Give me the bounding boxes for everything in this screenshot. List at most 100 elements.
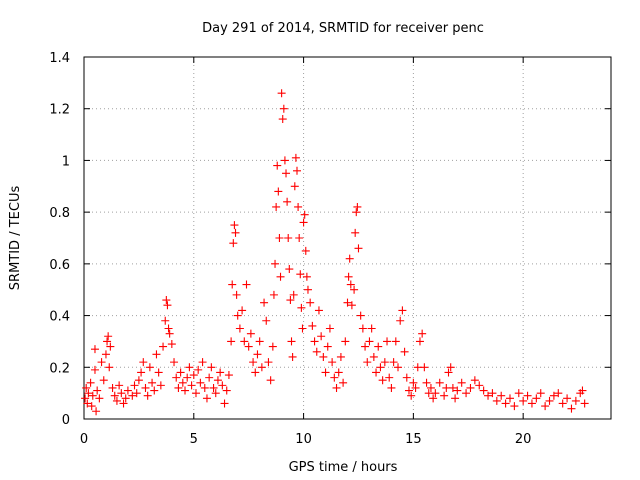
data-point [317, 332, 326, 341]
data-point [492, 396, 501, 405]
data-point [411, 383, 420, 392]
data-point [196, 378, 205, 387]
data-point [287, 337, 296, 346]
data-point [205, 373, 214, 382]
data-point [156, 381, 165, 390]
data-point [321, 368, 330, 377]
data-point [283, 197, 292, 206]
data-point [174, 383, 183, 392]
y-tick-label: 0.2 [49, 361, 70, 376]
data-point [165, 329, 174, 338]
data-point [257, 363, 266, 372]
data-point [501, 399, 510, 408]
data-point [106, 342, 115, 351]
data-point [291, 153, 300, 162]
data-point [336, 352, 345, 361]
data-point [300, 210, 309, 219]
data-point [87, 402, 96, 411]
data-point [435, 378, 444, 387]
data-point [103, 337, 112, 346]
data-point [314, 306, 323, 315]
data-point [303, 285, 312, 294]
data-point [276, 272, 285, 281]
x-tick-label: 10 [295, 432, 312, 447]
data-points [81, 89, 589, 416]
x-tick-label: 20 [515, 432, 532, 447]
data-point [446, 363, 455, 372]
data-point [81, 394, 90, 403]
data-point [290, 182, 299, 191]
data-point [266, 376, 275, 385]
data-point [361, 342, 370, 351]
data-point [358, 324, 367, 333]
data-point [328, 358, 337, 367]
data-point [202, 394, 211, 403]
data-point [143, 391, 152, 400]
y-tick-label: 0.6 [49, 258, 70, 273]
data-point [334, 368, 343, 377]
data-point [312, 347, 321, 356]
data-point [275, 234, 284, 242]
data-point [274, 187, 283, 196]
data-point [409, 378, 418, 387]
data-point [347, 301, 356, 310]
data-point [514, 389, 523, 398]
data-point [418, 329, 427, 338]
y-tick-label: 0 [62, 413, 70, 428]
data-point [86, 378, 95, 387]
data-point [431, 389, 440, 398]
data-point [578, 386, 587, 395]
data-point [339, 378, 348, 387]
data-point [352, 208, 361, 217]
data-point [119, 399, 128, 408]
data-point [284, 234, 293, 242]
data-point [389, 358, 398, 367]
data-point [90, 345, 99, 354]
data-point [216, 368, 225, 377]
data-point [154, 368, 163, 377]
data-point [282, 169, 291, 178]
data-point [295, 234, 304, 242]
data-point [444, 368, 453, 377]
data-point [448, 383, 457, 392]
data-point [99, 376, 108, 385]
data-point [466, 383, 475, 392]
data-point [224, 371, 233, 380]
data-point [297, 303, 306, 312]
data-point [211, 389, 220, 398]
data-point [172, 373, 181, 382]
data-point [191, 389, 200, 398]
data-point [128, 391, 137, 400]
data-point [541, 402, 550, 411]
data-point [420, 363, 429, 372]
data-point [302, 272, 311, 281]
data-point [277, 89, 286, 98]
data-point [330, 373, 339, 382]
data-point [230, 221, 239, 230]
y-axis-label: SRMTID / TECUs [8, 186, 23, 291]
data-point [227, 337, 236, 346]
data-point [115, 381, 124, 390]
data-point [453, 386, 462, 395]
data-point [280, 156, 289, 165]
data-point [141, 383, 150, 392]
data-point [367, 324, 376, 333]
data-point [264, 358, 273, 367]
data-point [325, 324, 334, 333]
data-point [523, 391, 532, 400]
data-point [185, 363, 194, 372]
data-point [279, 104, 288, 113]
data-point [351, 228, 360, 237]
data-point [218, 381, 227, 390]
data-point [343, 298, 352, 307]
x-tick-label: 5 [190, 432, 198, 447]
data-point [505, 394, 514, 403]
data-point [567, 404, 576, 413]
data-point [571, 396, 580, 405]
data-point [88, 391, 97, 400]
data-point [341, 337, 350, 346]
data-point [470, 376, 479, 385]
data-point [159, 342, 168, 351]
data-point [398, 306, 407, 315]
data-point [213, 376, 222, 385]
